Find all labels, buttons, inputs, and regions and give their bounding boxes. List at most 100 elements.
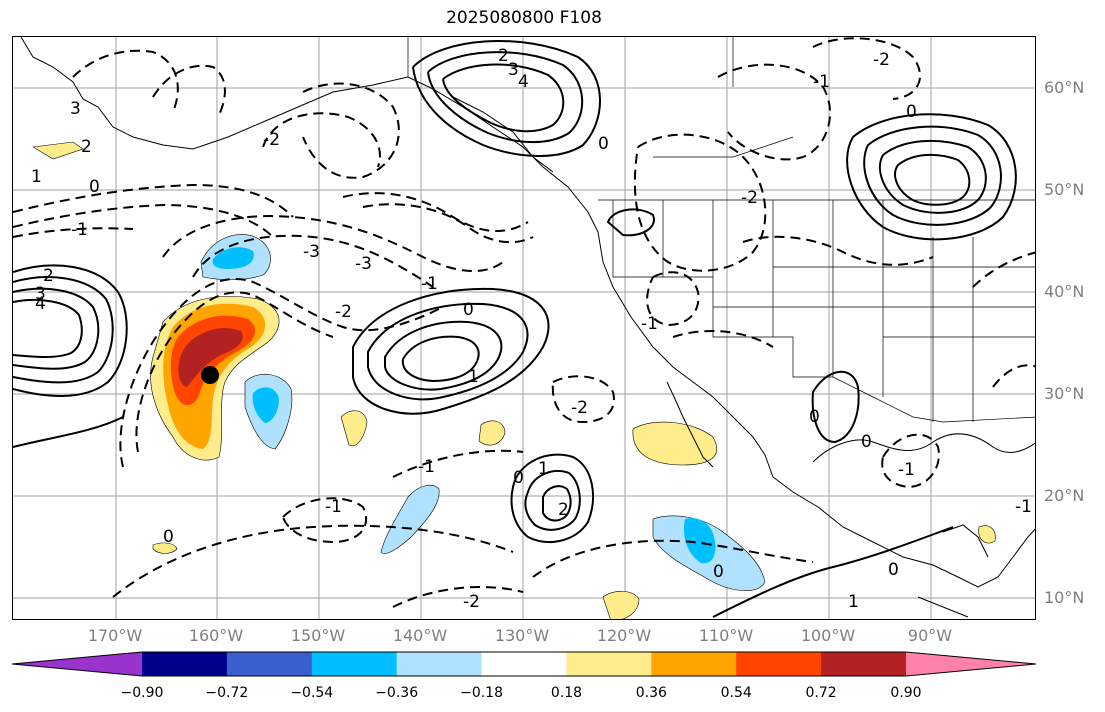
lon-label-90w: 90°W	[907, 626, 953, 645]
contour-label: 0	[463, 300, 474, 320]
negative-anomaly-area	[252, 387, 279, 423]
contour-label: 0	[809, 407, 820, 427]
contour-label: -1	[418, 457, 435, 477]
colorbar-tick-label: 0.36	[635, 685, 667, 701]
contour-label: 0	[906, 102, 917, 122]
contour-label: -2	[263, 130, 280, 150]
colorbar-segment	[566, 652, 652, 676]
contour-label: -1	[71, 220, 88, 240]
colorbar-outline	[11, 651, 1037, 677]
contour-label: 4	[35, 294, 46, 314]
colorbar-tick-label: 0.54	[720, 685, 752, 701]
lon-label-120w: 120°W	[596, 626, 652, 645]
colorbar-segment	[821, 652, 907, 676]
contour-label: -2	[571, 398, 588, 418]
positive-anomaly-area	[478, 420, 506, 446]
contour-label: -1	[641, 314, 658, 334]
contour-label: 3	[70, 99, 81, 119]
colorbar-tick-label: 0.18	[550, 685, 583, 701]
contour-label: 0	[163, 527, 174, 547]
contour-label: -2	[335, 302, 352, 322]
contour-label: -1	[813, 72, 830, 92]
contour-label: -2	[741, 188, 758, 208]
positive-anomaly-area	[602, 590, 640, 619]
contour-label: 1	[538, 459, 549, 479]
colorbar-tick-label: −0.72	[205, 685, 249, 701]
positive-anomaly-area	[340, 410, 368, 447]
colorbar-tick-label: −0.54	[290, 685, 334, 701]
colorbar-tick-label: −0.90	[120, 685, 164, 701]
lat-label-10n: 10°N	[1044, 588, 1085, 607]
contour-label: 0	[598, 134, 609, 154]
lon-label-150w: 150°W	[290, 626, 346, 645]
lon-label-130w: 130°W	[494, 626, 550, 645]
contour-labels: 3 2 0 1 -1 -2 -3 4 3 2 0 1 -1 -2 -3 4 3 …	[31, 46, 1032, 612]
contour-label: 1	[848, 592, 859, 612]
contour-label: 0	[713, 562, 724, 582]
lon-label-100w: 100°W	[800, 626, 856, 645]
lat-label-40n: 40°N	[1044, 282, 1085, 301]
map-canvas: 3 2 0 1 -1 -2 -3 4 3 2 0 1 -1 -2 -3 4 3 …	[13, 37, 1035, 619]
colorbar-tick-label: 0.90	[890, 685, 922, 701]
lon-label-110w: 110°W	[698, 626, 754, 645]
contour-label: -3	[303, 242, 320, 262]
negative-anomaly-area	[683, 518, 716, 564]
colorbar-tick-label: −0.36	[375, 685, 419, 701]
colorbar-segment	[651, 652, 737, 676]
colorbar-segment	[481, 652, 567, 676]
contour-label: 1	[31, 167, 42, 187]
colorbar-extend-high	[906, 652, 1036, 676]
positive-anomaly-area	[978, 525, 996, 544]
colorbar-segment	[736, 652, 822, 676]
contour-label: -1	[1015, 497, 1032, 517]
positive-anomaly-area	[178, 328, 243, 387]
coastlines	[20, 37, 1035, 618]
contour-label: -2	[873, 50, 890, 70]
contour-label: 2	[81, 137, 92, 157]
storm-center-marker	[201, 366, 219, 384]
colorbar-tick-label: −0.18	[460, 685, 503, 701]
lat-label-60n: 60°N	[1044, 78, 1085, 97]
negative-anomaly-area	[380, 484, 440, 554]
anomaly-shading	[32, 141, 996, 619]
colorbar-extend-low	[12, 652, 142, 676]
lon-label-140w: 140°W	[392, 626, 448, 645]
negative-contours	[13, 37, 1035, 608]
lon-label-170w: 170°W	[87, 626, 143, 645]
contour-label: 3	[35, 284, 46, 304]
lon-label-160w: 160°W	[188, 626, 244, 645]
contour-label: -1	[898, 460, 915, 480]
contour-label: 0	[513, 468, 524, 488]
contour-label: 4	[518, 72, 529, 92]
contour-label: 3	[508, 60, 519, 80]
contour-label: -3	[355, 254, 372, 274]
lat-label-20n: 20°N	[1044, 486, 1085, 505]
contour-label: 0	[89, 177, 100, 197]
colorbar-segment	[311, 652, 398, 676]
colorbar-segment	[142, 652, 228, 676]
map-title: 2025080800 F108	[446, 8, 602, 28]
colorbar	[11, 651, 1037, 677]
contour-label: -1	[325, 497, 342, 517]
contour-label: 0	[888, 560, 899, 580]
negative-anomaly-area	[212, 247, 254, 269]
contour-label: 0	[861, 432, 872, 452]
colorbar-tick-label: 0.72	[805, 685, 837, 701]
lat-label-30n: 30°N	[1044, 384, 1085, 403]
colorbar-segment	[226, 652, 313, 676]
negative-anomaly-area	[32, 141, 84, 160]
contour-label: 2	[43, 266, 54, 286]
contour-label: 1	[468, 367, 479, 387]
positive-contours	[13, 39, 1017, 618]
contour-label: -1	[421, 274, 438, 294]
map-frame: 3 2 0 1 -1 -2 -3 4 3 2 0 1 -1 -2 -3 4 3 …	[12, 36, 1036, 620]
political-borders	[407, 37, 1035, 423]
graticule	[13, 37, 1035, 619]
positive-anomaly-area	[632, 421, 718, 466]
positive-anomaly-area	[152, 542, 178, 554]
contour-label: -2	[463, 592, 480, 612]
lat-label-50n: 50°N	[1044, 180, 1085, 199]
contour-label: 2	[498, 46, 509, 66]
colorbar-segment	[396, 652, 483, 676]
contour-label: 2	[558, 500, 569, 520]
